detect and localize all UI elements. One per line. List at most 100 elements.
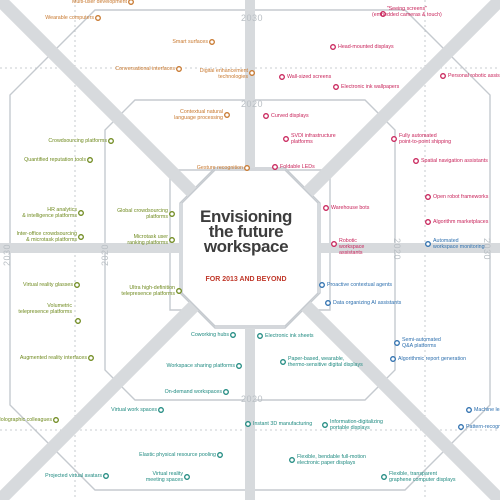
outer-ring <box>9 9 491 491</box>
label-flexible-transparent-2: graphene computer displays <box>389 477 456 483</box>
label-robotic-ws-2: workspace <box>339 244 365 250</box>
label-digital-enhancement-2: technologies <box>218 74 248 80</box>
middle-ring <box>104 99 396 401</box>
label-warehouse: Warehouse bots <box>331 205 370 211</box>
label-projected: Projected virtual avatars <box>45 473 102 479</box>
node-flexible-motion <box>289 457 295 463</box>
year-top-inner: 2020 <box>241 99 264 109</box>
label-algorithm-market: Algorithm marketplaces <box>433 219 489 225</box>
center-octagon-fill <box>181 169 319 327</box>
label-head-mounted: Head-mounted displays <box>338 44 394 50</box>
node-algorithmic-report <box>390 356 396 362</box>
label-seeing-screens-2: (embedded cameras & touch) <box>372 12 442 18</box>
label-digital-enhancement: Digital enhancement technologies <box>200 68 248 80</box>
node-personal-robotic <box>440 73 446 79</box>
node-multi-user <box>128 0 134 5</box>
node-vr-glasses <box>74 282 80 288</box>
node-open-robot <box>425 194 431 200</box>
diagram-subtitle: FOR 2013 AND BEYOND <box>205 276 287 283</box>
label-flexible-motion: Flexible, bendable full-motion electroni… <box>297 454 366 466</box>
label-pattern: Pattern-recognizing <box>466 424 500 430</box>
label-hr-analytics-2: & intelligence platforms <box>22 213 77 219</box>
label-seeing-screens-1: "Seeing screens" <box>386 6 428 12</box>
title-line-3: workspace <box>203 237 289 256</box>
node-pattern <box>458 424 464 430</box>
label-uhd: Ultra high-definition telepresence platf… <box>121 285 175 297</box>
label-flexible-transparent: Flexible, transparent graphene computer … <box>389 471 456 483</box>
node-wall-sized <box>279 74 285 80</box>
label-automated-mon: Automated workspace monitoring <box>433 238 485 250</box>
node-ws-sharing <box>236 363 242 369</box>
node-semi-auto <box>394 340 400 346</box>
node-e-ink-wallpapers <box>333 84 339 90</box>
label-e-ink-wallpapers: Electronic ink wallpapers <box>341 84 400 90</box>
node-seeing-screens <box>380 11 386 17</box>
node-crowdsourcing <box>108 138 114 144</box>
node-flexible-transparent <box>381 474 387 480</box>
node-instant-3d <box>245 421 251 427</box>
node-e-ink-sheets <box>257 333 263 339</box>
label-microtask: Microtask user ranking platforms <box>127 234 168 246</box>
year-top-outer: 2030 <box>241 13 264 23</box>
label-svdi-1: SVDI infrastructure <box>291 133 336 139</box>
label-wall-sized: Wall-sized screens <box>287 74 332 80</box>
label-automated-mon-2: workspace monitoring <box>433 244 485 250</box>
label-inter-office: Inter-office crowdsourcing & microtask p… <box>16 231 77 243</box>
node-paper-based <box>280 359 286 365</box>
label-vr-meeting-1: Virtual reality <box>152 471 183 477</box>
label-spatial-nav: Spatial navigation assistants <box>421 158 488 164</box>
label-volumetric-1: Volumetric <box>47 303 72 309</box>
node-fully-automated <box>391 136 397 142</box>
label-global-crowd: Global crowdsourcing platforms <box>117 208 168 220</box>
node-head-mounted <box>330 44 336 50</box>
node-conversational <box>176 66 182 72</box>
label-quantified: Quantified reputation tools <box>24 157 86 163</box>
label-instant-3d: Instant 3D manufacturing <box>253 421 313 427</box>
node-gesture <box>244 165 250 171</box>
node-microtask <box>169 237 175 243</box>
node-data-org <box>325 300 331 306</box>
label-curved: Curved displays <box>271 113 309 119</box>
node-elastic <box>217 452 223 458</box>
label-robotic-ws: Robotic workspace assistants <box>339 238 364 256</box>
label-global-crowd-2: platforms <box>146 214 168 220</box>
label-semi-auto-1: Semi-automated <box>402 337 441 343</box>
label-e-ink-sheets: Electronic ink sheets <box>265 333 314 339</box>
label-elastic: Elastic physical resource pooling <box>139 452 216 458</box>
label-uhd-1: Ultra high-definition <box>129 285 175 291</box>
node-projected <box>103 473 109 479</box>
node-spatial-nav <box>413 158 419 164</box>
label-foldable: Foldable LEDs <box>280 164 315 170</box>
label-hr-analytics: HR analytics & intelligence platforms <box>22 207 77 219</box>
label-robotic-ws-1: Robotic <box>339 238 357 244</box>
label-virtual-ws: Virtual work spaces <box>111 407 157 413</box>
node-vr-meeting <box>184 474 190 480</box>
label-flexible-motion-2: electronic paper displays <box>297 460 356 466</box>
label-gesture: Gesture recognition <box>196 165 243 171</box>
label-paper-based-2: thermo-sensitive digital displays <box>288 362 363 368</box>
label-hr-analytics-1: HR analytics <box>47 207 77 213</box>
year-left-outer: 2030 <box>2 243 13 267</box>
label-semi-auto-2: Q&A platforms <box>402 343 437 349</box>
label-volumetric: Volumetric telepresence platforms <box>2 303 72 315</box>
label-multi-user: Multi-user development <box>71 0 127 5</box>
node-augmented <box>88 355 94 361</box>
label-inter-office-1: Inter-office crowdsourcing <box>16 231 77 237</box>
node-volumetric <box>75 318 81 324</box>
label-crowdsourcing: Crowdsourcing platforms <box>48 138 107 144</box>
node-coworking <box>230 332 236 338</box>
label-data-org: Data organizing AI assistants <box>333 300 402 306</box>
diagram-title: Envisioning the future workspace <box>196 207 296 256</box>
title-line-1: Envisioning <box>200 207 292 226</box>
title-line-2: the future <box>208 222 284 241</box>
year-right-inner: 2020 <box>392 237 403 261</box>
node-holographic <box>53 417 59 423</box>
year-bottom-inner: 2020 <box>241 394 264 404</box>
label-contextual-2: language processing <box>174 115 223 121</box>
label-info-digitizing-1: Information-digitalizing <box>330 419 383 425</box>
node-on-demand <box>223 389 229 395</box>
node-svdi <box>283 136 289 142</box>
label-algorithmic-report: Algorithmic report generation <box>398 356 467 362</box>
node-curved <box>263 113 269 119</box>
label-augmented: Augmented reality interfaces <box>19 355 87 361</box>
